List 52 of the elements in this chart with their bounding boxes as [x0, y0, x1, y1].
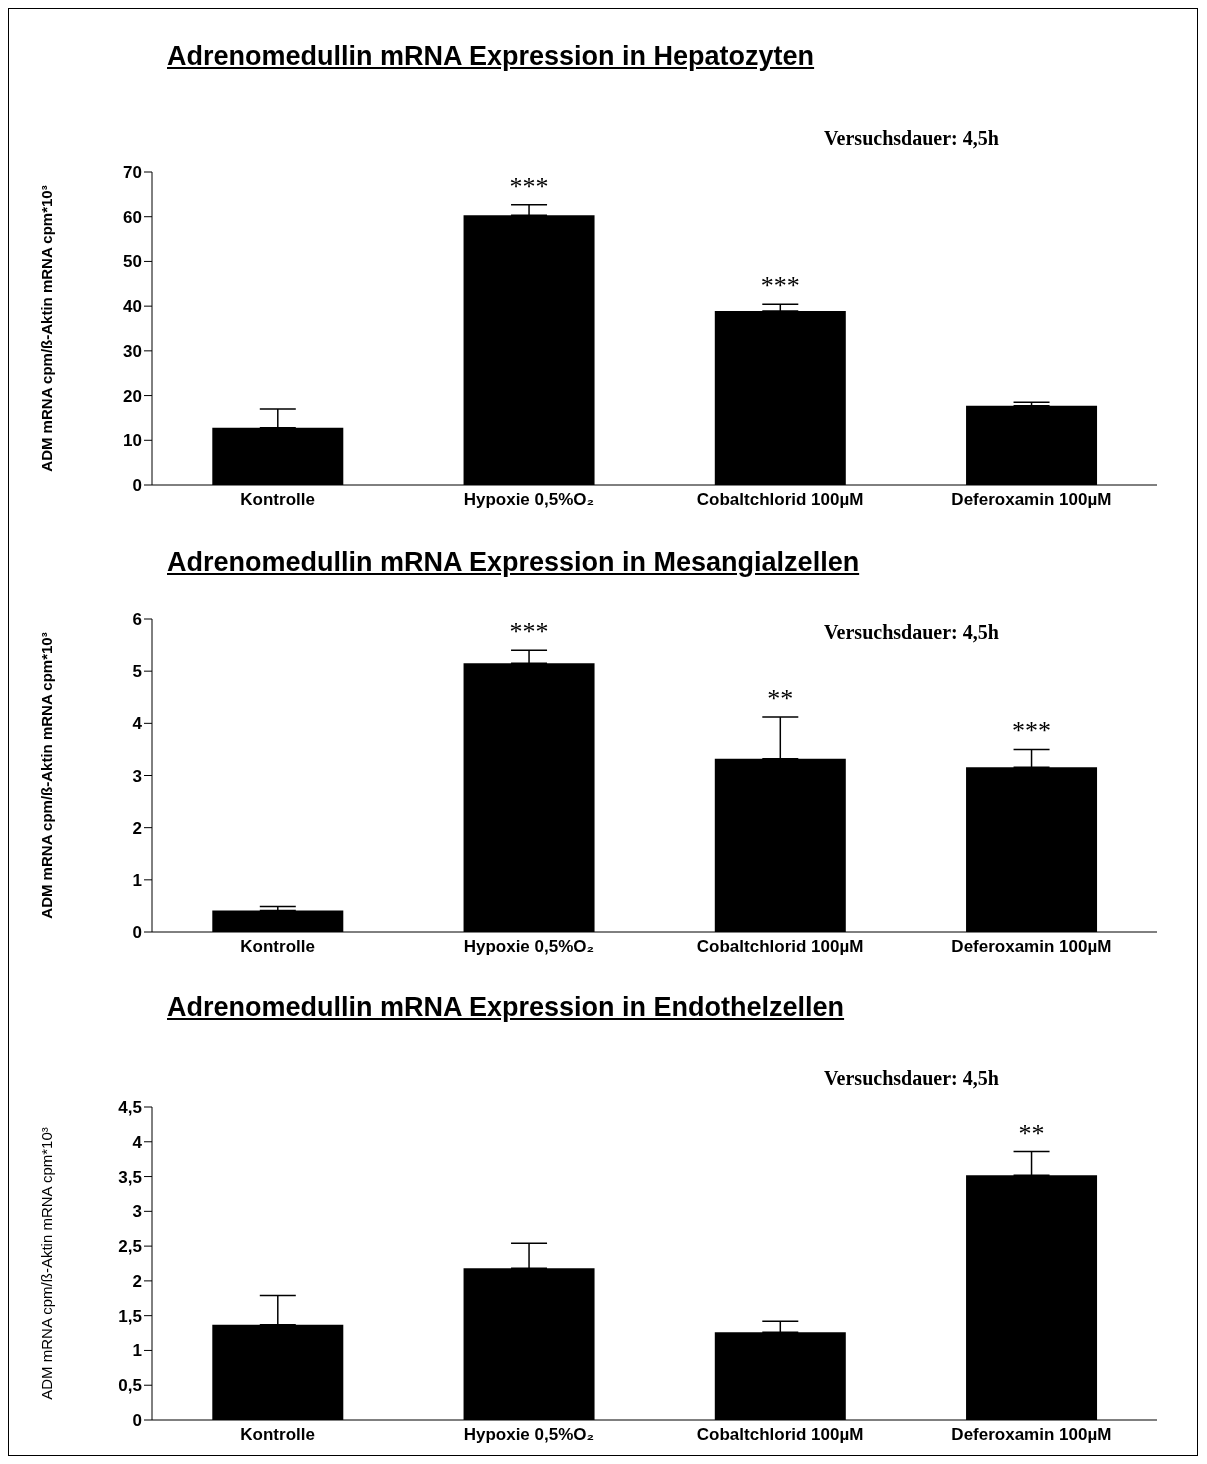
- y-tick-label: 1: [132, 1341, 142, 1361]
- y-tick-label: 0,5: [118, 1376, 142, 1396]
- y-tick-label: 5: [132, 662, 142, 682]
- y-tick-label: 6: [132, 610, 142, 630]
- y-tick-label: 3: [132, 766, 142, 786]
- x-tick-label: Hypoxie 0,5%O₂: [463, 937, 595, 957]
- y-axis-title: ADM mRNA cpm/ß-Aktin mRNA cpm*10³: [38, 1127, 56, 1400]
- y-tick-label: 0: [132, 476, 142, 496]
- x-tick-label: Kontrolle: [240, 937, 315, 957]
- x-tick-label: Cobaltchlorid 100µM: [696, 937, 864, 957]
- y-tick-label: 0: [132, 1411, 142, 1431]
- x-tick-label: Cobaltchlorid 100µM: [696, 490, 864, 510]
- annotation: Versuchsdauer: 4,5h: [824, 621, 999, 644]
- y-tick-label: 2: [132, 1271, 142, 1291]
- y-tick-label: 3: [132, 1202, 142, 1222]
- annotation: ***: [760, 271, 800, 301]
- y-axis-title: ADM mRNA cpm/ß-Aktin mRNA cpm*10³: [38, 632, 56, 919]
- x-tick-label: Hypoxie 0,5%O₂: [463, 1425, 595, 1445]
- text: Versuchsdauer: 4,5h: [824, 127, 999, 150]
- y-tick-label: 50: [123, 252, 142, 272]
- chart-title: Adrenomedullin mRNA Expression in Endothelzellen: [167, 992, 845, 1023]
- y-tick-label: 20: [123, 386, 142, 406]
- text: Versuchsdauer: 4,5h: [824, 1067, 999, 1090]
- y-tick-label: 3,5: [118, 1167, 142, 1187]
- annotation: ***: [509, 617, 549, 647]
- chart-title: Adrenomedullin mRNA Expression in Hepatozyten: [167, 41, 815, 72]
- x-tick-label: Deferoxamin 100µM: [951, 490, 1112, 510]
- x-tick-label: Kontrolle: [240, 1425, 315, 1445]
- y-tick-label: 1: [132, 870, 142, 890]
- x-tick-label: Kontrolle: [240, 490, 315, 510]
- annotation: **: [1018, 1118, 1045, 1148]
- annotation: **: [767, 684, 794, 714]
- y-tick-label: 70: [123, 163, 142, 183]
- annotation: ***: [1011, 716, 1051, 746]
- y-tick-label: 30: [123, 341, 142, 361]
- y-tick-label: 4: [132, 714, 143, 734]
- x-tick-label: Deferoxamin 100µM: [951, 1425, 1112, 1445]
- y-tick-label: 4: [132, 1132, 143, 1152]
- annotation: ***: [509, 171, 549, 201]
- chart-title: Adrenomedullin mRNA Expression in Mesangialzellen: [167, 547, 860, 578]
- y-tick-label: 1,5: [118, 1306, 142, 1326]
- x-tick-label: Deferoxamin 100µM: [951, 937, 1112, 957]
- y-tick-label: 0: [132, 923, 142, 943]
- y-tick-label: 2,5: [118, 1237, 142, 1257]
- y-axis-title: ADM mRNA cpm/ß-Aktin mRNA cpm*10³: [38, 185, 56, 472]
- x-tick-label: Hypoxie 0,5%O₂: [463, 490, 595, 510]
- y-tick-label: 4,5: [118, 1098, 142, 1118]
- x-tick-label: Cobaltchlorid 100µM: [696, 1425, 864, 1445]
- y-tick-label: 60: [123, 207, 142, 227]
- y-tick-label: 2: [132, 818, 142, 838]
- y-tick-label: 10: [123, 431, 142, 451]
- y-tick-label: 40: [123, 297, 142, 317]
